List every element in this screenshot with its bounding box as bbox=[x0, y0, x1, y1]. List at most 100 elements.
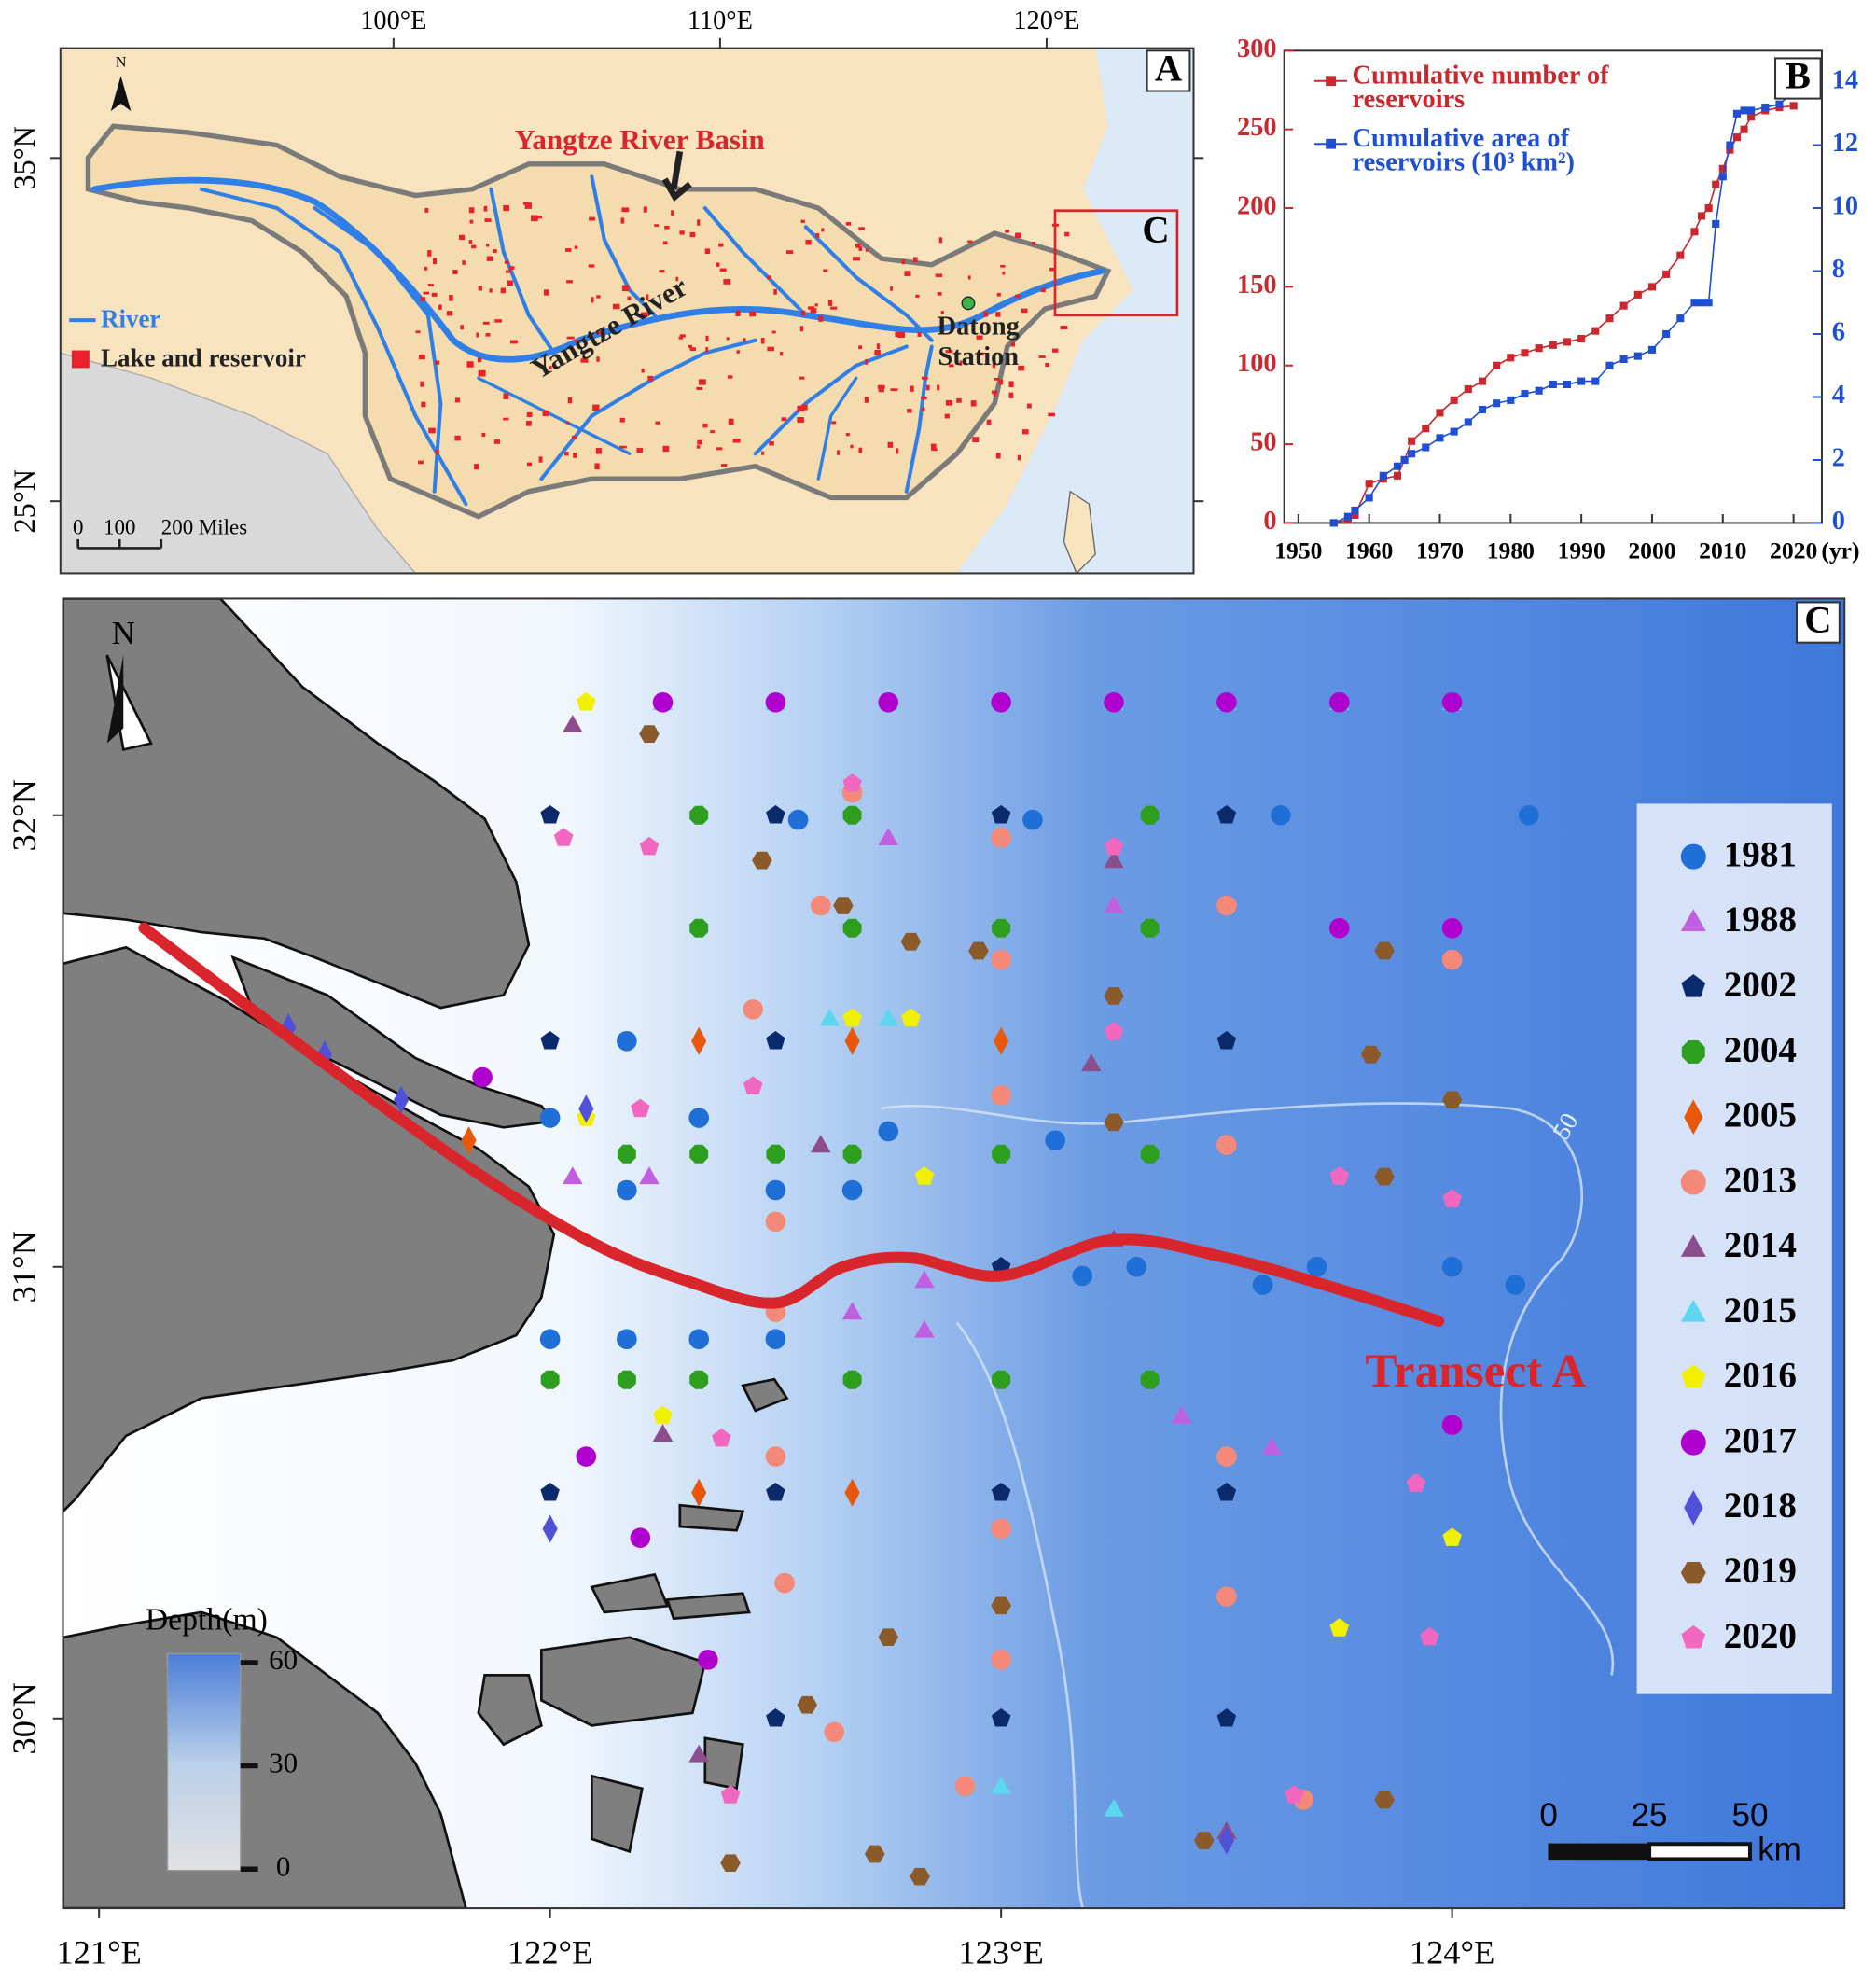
lake bbox=[705, 347, 709, 353]
point bbox=[1450, 427, 1458, 436]
station-marker bbox=[842, 1144, 862, 1164]
lake bbox=[726, 337, 730, 341]
river bbox=[313, 206, 443, 494]
station-marker bbox=[1104, 987, 1124, 1005]
legend-marker bbox=[1326, 76, 1336, 87]
station-marker bbox=[563, 1166, 583, 1185]
lake bbox=[503, 417, 509, 421]
lake bbox=[525, 421, 532, 426]
station-marker bbox=[577, 691, 596, 711]
lake bbox=[799, 326, 804, 332]
lake bbox=[874, 350, 881, 355]
lake bbox=[643, 206, 647, 213]
lake bbox=[716, 447, 723, 451]
panel-label-box bbox=[1146, 49, 1191, 92]
island bbox=[477, 1674, 543, 1747]
station-marker bbox=[1441, 949, 1463, 970]
scale-bar bbox=[1548, 1843, 1650, 1861]
legend-label: 1981 bbox=[1724, 834, 1797, 874]
station-marker bbox=[539, 1329, 561, 1350]
lake bbox=[807, 306, 815, 310]
lake bbox=[477, 357, 482, 363]
station-marker bbox=[563, 715, 583, 733]
lake bbox=[566, 336, 575, 340]
point bbox=[1400, 455, 1409, 465]
station-marker bbox=[1252, 1275, 1273, 1295]
lake bbox=[697, 439, 702, 445]
scale-unit: km bbox=[1758, 1832, 1801, 1868]
panel-c-extent bbox=[1053, 209, 1179, 317]
station-marker bbox=[991, 1596, 1011, 1615]
lake bbox=[797, 417, 804, 423]
lake bbox=[716, 262, 720, 267]
station-marker bbox=[864, 1845, 885, 1863]
station-marker bbox=[1680, 1561, 1706, 1584]
lake bbox=[976, 335, 983, 340]
basin-title: Yangtze River Basin bbox=[514, 123, 764, 156]
station-marker bbox=[743, 999, 764, 1020]
station-marker bbox=[994, 1026, 1009, 1055]
lake bbox=[574, 340, 580, 343]
lake bbox=[664, 225, 670, 230]
point bbox=[1605, 314, 1614, 323]
lake bbox=[595, 330, 601, 334]
lake bbox=[427, 284, 434, 287]
point bbox=[1450, 396, 1458, 404]
station-marker bbox=[691, 1478, 707, 1507]
point bbox=[1478, 405, 1487, 414]
lake bbox=[688, 344, 693, 349]
lake bbox=[1011, 341, 1016, 347]
point bbox=[1549, 380, 1557, 389]
point bbox=[1732, 133, 1742, 142]
lake bbox=[956, 397, 962, 403]
lake bbox=[1000, 264, 1006, 268]
legend-label: 2015 bbox=[1724, 1290, 1797, 1331]
point bbox=[1698, 212, 1706, 220]
y-tick-label: 100 bbox=[1237, 349, 1277, 378]
lake bbox=[595, 447, 602, 454]
lake bbox=[449, 294, 453, 301]
lake bbox=[1064, 231, 1070, 237]
lake bbox=[675, 276, 679, 282]
lake bbox=[937, 291, 942, 296]
y-tick-label: 200 bbox=[1237, 192, 1277, 221]
station-marker bbox=[1193, 1832, 1215, 1849]
lake bbox=[996, 292, 1001, 297]
panel-c-extent-label: C bbox=[1142, 208, 1169, 250]
legend-label: 2004 bbox=[1724, 1030, 1797, 1070]
island bbox=[1063, 490, 1096, 574]
lakes bbox=[415, 202, 1070, 470]
north-label: N bbox=[116, 54, 127, 71]
lake bbox=[850, 444, 854, 449]
x-tick-label: 1960 bbox=[1345, 537, 1393, 564]
y-tick-label: 30°N bbox=[6, 1682, 43, 1754]
station-marker bbox=[1680, 909, 1706, 932]
lake bbox=[489, 288, 493, 293]
point bbox=[1662, 329, 1671, 339]
lake bbox=[526, 462, 533, 467]
x-tick-label: 2010 bbox=[1699, 537, 1746, 564]
x-tick-label: 120°E bbox=[1013, 7, 1079, 35]
lake bbox=[662, 241, 668, 245]
lake bbox=[760, 338, 765, 344]
lake bbox=[500, 287, 507, 294]
river bbox=[489, 187, 556, 355]
panel-label: C bbox=[1804, 599, 1831, 641]
lake bbox=[718, 243, 724, 247]
station-marker bbox=[766, 1144, 785, 1164]
legend-label: River bbox=[101, 305, 160, 333]
lake bbox=[986, 419, 992, 425]
lake bbox=[799, 376, 805, 380]
lake bbox=[878, 386, 884, 393]
y-tick-label: 35°N bbox=[8, 126, 42, 190]
lake bbox=[767, 346, 774, 352]
point bbox=[1493, 399, 1501, 408]
point bbox=[1436, 409, 1444, 417]
point bbox=[1563, 380, 1572, 389]
lake bbox=[573, 453, 577, 458]
point bbox=[1605, 361, 1614, 369]
station-marker bbox=[542, 1514, 558, 1543]
lake bbox=[508, 266, 515, 270]
station-marker bbox=[1104, 1113, 1124, 1132]
lake bbox=[469, 219, 474, 224]
